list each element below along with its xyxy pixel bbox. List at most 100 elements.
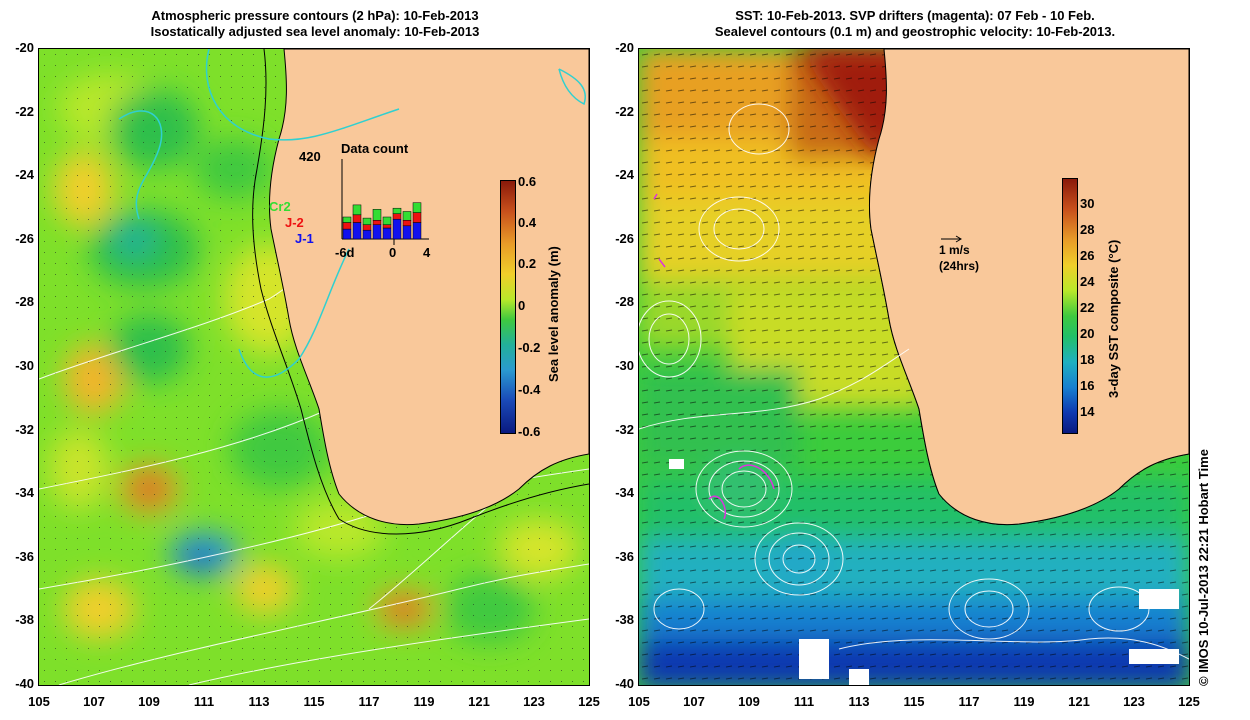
right-lat-tick: -26 — [615, 230, 634, 246]
left-lon-tick: 121 — [468, 694, 490, 709]
histogram-bars — [342, 202, 422, 240]
histogram-ymax-label: 420 — [299, 149, 321, 164]
histogram-bar — [412, 202, 422, 213]
histogram-bar — [382, 224, 392, 229]
copyright-notice: © IMOS 10-Jul-2013 22:21 Hobart Time — [1196, 449, 1211, 686]
sst-tick-0: 30 — [1080, 196, 1095, 211]
sst-colorbar-label: 3-day SST composite (°C) — [1106, 239, 1121, 398]
sla-zero-contours — [118, 49, 586, 378]
sst-tick-7: 16 — [1080, 378, 1095, 393]
velocity-key-label: 1 m/s — [939, 243, 970, 257]
shelf-contour — [252, 49, 589, 535]
histogram-bar — [342, 216, 352, 223]
right-lat-tick: -24 — [615, 167, 634, 183]
left-lat-tick: -24 — [15, 167, 34, 183]
cloud-mask — [669, 459, 1179, 685]
histogram-bar — [402, 225, 412, 240]
histogram-bar — [342, 222, 352, 230]
left-lat-tick: -40 — [15, 676, 34, 691]
sla-tick-3: 0 — [518, 298, 526, 313]
sst-tick-5: 20 — [1080, 326, 1095, 341]
sst-map: 1 m/s (24hrs) — [638, 48, 1190, 686]
sst-tick-8: 14 — [1080, 404, 1095, 419]
sst-tick-4: 22 — [1080, 300, 1095, 315]
right-lon-tick: 117 — [958, 694, 980, 709]
right-map-title: SST: 10-Feb-2013. SVP drifters (magenta)… — [640, 8, 1190, 40]
left-lon-tick: 119 — [413, 694, 435, 709]
right-lat-tick: -30 — [615, 358, 634, 373]
sla-map-graphic — [39, 49, 589, 685]
histogram-xlabel-end: 4 — [423, 245, 431, 260]
histogram-bar — [392, 218, 402, 240]
right-lon-tick: 123 — [1123, 694, 1145, 709]
left-map-title: Atmospheric pressure contours (2 hPa): 1… — [40, 8, 590, 40]
legend-cr2: Cr2 — [269, 199, 291, 214]
right-title-line2: Sealevel contours (0.1 m) and geostrophi… — [714, 24, 1116, 39]
right-lon-tick: 115 — [903, 694, 925, 709]
right-lon-tick: 113 — [848, 694, 870, 709]
sea-level-contours — [639, 103, 1189, 660]
velocity-key-sublabel: (24hrs) — [939, 259, 980, 273]
left-lon-tick: 107 — [83, 694, 105, 709]
histogram-xlabel-zero: 0 — [389, 245, 397, 260]
histogram-bar — [372, 209, 382, 221]
left-lon-tick: 109 — [138, 694, 160, 709]
right-title-line1: SST: 10-Feb-2013. SVP drifters (magenta)… — [735, 8, 1095, 23]
right-lon-tick: 109 — [738, 694, 760, 709]
left-lat-tick: -22 — [15, 103, 34, 119]
sla-colorbar — [500, 180, 516, 434]
histogram-bar — [352, 204, 362, 216]
sla-tick-5: -0.4 — [518, 382, 541, 397]
histogram-bar — [372, 220, 382, 225]
right-lon-tick: 125 — [1178, 694, 1200, 709]
histogram-bar — [382, 227, 392, 240]
right-lon-tick: 119 — [1013, 694, 1035, 709]
left-lat-tick: -30 — [15, 358, 34, 373]
histogram-bar — [372, 224, 382, 240]
left-lat-tick: -34 — [15, 485, 34, 501]
histogram-title: Data count — [341, 141, 409, 156]
histogram-bar — [362, 229, 372, 240]
sla-tick-2: 0.2 — [518, 256, 537, 271]
sst-tick-6: 18 — [1080, 352, 1095, 367]
left-lat-tick: -20 — [15, 40, 34, 55]
right-lat-tick: -22 — [615, 103, 634, 119]
histogram-bar — [352, 222, 362, 240]
right-lat-tick: -36 — [615, 548, 634, 564]
left-lon-tick: 105 — [28, 694, 50, 709]
right-lat-tick: -20 — [615, 40, 634, 55]
legend-j1: J-1 — [295, 231, 314, 246]
legend-j2: J-2 — [285, 215, 304, 230]
right-lat-tick: -28 — [615, 294, 634, 310]
right-lon-tick: 107 — [683, 694, 705, 709]
left-title-line1: Atmospheric pressure contours (2 hPa): 1… — [151, 8, 479, 23]
histogram-bar — [352, 214, 362, 223]
histogram-bar — [412, 212, 422, 223]
histogram-bar — [342, 228, 352, 240]
sla-tick-6: -0.6 — [518, 424, 541, 439]
histogram-bar — [392, 213, 402, 220]
histogram-xlabel-start: -6d — [335, 245, 355, 260]
left-lon-tick: 113 — [248, 694, 270, 709]
sla-colorbar-label: Sea level anomaly (m) — [546, 246, 561, 382]
right-lon-tick: 105 — [628, 694, 650, 709]
left-lon-tick: 115 — [303, 694, 325, 709]
left-lat-tick: -36 — [15, 548, 34, 564]
left-lon-tick: 123 — [523, 694, 545, 709]
sst-tick-2: 26 — [1080, 248, 1095, 263]
histogram-bar — [412, 222, 422, 240]
histogram-bar — [362, 217, 372, 225]
left-lat-tick: -28 — [15, 294, 34, 310]
histogram-bar — [402, 211, 412, 221]
left-lat-tick: -38 — [15, 612, 34, 628]
australia-land-top — [868, 49, 1189, 526]
left-lat-tick: -32 — [15, 421, 34, 437]
histogram-bar — [362, 224, 372, 231]
histogram-bar — [402, 220, 412, 227]
sst-tick-1: 28 — [1080, 222, 1095, 237]
left-title-line2: Isostatically adjusted sea level anomaly… — [150, 24, 480, 39]
right-lat-tick: -38 — [615, 612, 634, 628]
left-lon-tick: 117 — [358, 694, 380, 709]
sst-colorbar — [1062, 178, 1078, 434]
right-lon-tick: 111 — [793, 694, 815, 709]
